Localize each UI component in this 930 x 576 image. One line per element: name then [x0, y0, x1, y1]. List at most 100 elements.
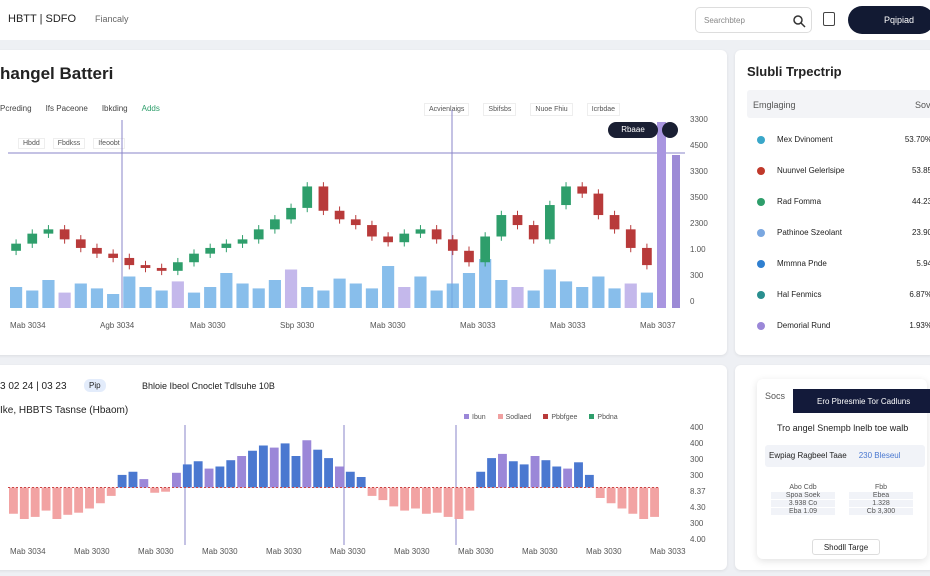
volume-bar — [204, 287, 217, 308]
tooltip: Rbaae — [621, 125, 645, 134]
doc-icon[interactable] — [823, 12, 835, 26]
candle-body — [334, 210, 345, 220]
volume-bar — [559, 281, 573, 308]
volume-bar — [42, 280, 55, 308]
histogram-bar — [41, 487, 51, 511]
legend-label: Sodlaed — [505, 414, 532, 421]
histogram-bar — [367, 487, 377, 496]
watchlist-panel: Slubli Trpectrip Emglaging Sov Mex Dvino… — [735, 50, 930, 355]
x-tick-label: Mab 3030 — [138, 547, 174, 556]
watchlist-row[interactable]: Pathinoe Szeolant 23.90 — [757, 227, 930, 241]
y-tick-label: 400 — [690, 439, 704, 448]
y-tick-label: 3300 — [690, 115, 708, 124]
x-tick-label: Mab 3030 — [202, 547, 238, 556]
volume-bar — [365, 288, 379, 308]
histogram-bar — [139, 479, 149, 488]
candle-body — [124, 257, 135, 266]
mini-box: Abo Cdb Spoa Soek 3.938 Co Eba 1.09 — [771, 483, 835, 531]
histogram-bar — [335, 466, 344, 488]
col-value: Sov — [915, 100, 930, 110]
volume-bar — [624, 283, 637, 308]
volume-bar — [252, 288, 265, 308]
tabs: Pcreding Ifs Paceone Ibkding Adds — [0, 98, 174, 116]
mini-text: Cb 3,300 — [849, 508, 913, 515]
candle-body — [302, 186, 313, 208]
candle-body — [286, 207, 296, 220]
histogram-bar — [182, 464, 192, 488]
histogram-bar — [552, 466, 562, 488]
candle-body — [27, 233, 38, 244]
candle-body — [59, 229, 70, 240]
y-tick-label: 4.30 — [690, 503, 706, 512]
volume-bar — [58, 292, 71, 308]
candle-body — [642, 247, 652, 266]
histogram-bar — [563, 468, 573, 488]
row-name: Hal Fenmics — [777, 290, 822, 299]
candle-body — [237, 239, 248, 244]
watchlist-row[interactable]: Demorial Rund 1.93% — [757, 320, 930, 334]
control[interactable]: Nuoe Fhiu — [530, 103, 573, 116]
histogram-bar — [106, 487, 116, 496]
histogram-bar — [63, 487, 73, 515]
watchlist-row[interactable]: Nuunvel Gelerlsipe 53.85 — [757, 165, 930, 179]
volume-bar — [382, 266, 395, 308]
legend-label: Pbdna — [597, 414, 618, 421]
control[interactable]: Icrbdae — [586, 103, 621, 116]
x-tick-label: Mab 3030 — [266, 547, 302, 556]
y-tick-label: 2300 — [690, 219, 708, 228]
histogram-bar — [584, 474, 594, 488]
x-tick-label: Sbp 3030 — [280, 321, 315, 330]
x-tick-label: Mab 3033 — [650, 547, 686, 556]
watchlist-row[interactable]: Mmmna Pnde 5.94 — [757, 258, 930, 272]
watchlist-header: Emglaging Sov — [747, 90, 930, 118]
histogram-bar — [498, 453, 507, 488]
histogram-bar — [128, 471, 138, 488]
candle-body — [496, 215, 507, 237]
candle-body — [318, 186, 329, 211]
row-icon — [757, 229, 765, 237]
candle-body — [189, 253, 199, 263]
candle-body — [512, 215, 523, 226]
candle-body — [108, 253, 118, 258]
row-name: Mex Dvinoment — [777, 135, 833, 144]
y-tick-label: 4.00 — [690, 535, 706, 544]
volume-bar — [155, 290, 168, 308]
watchlist-row[interactable]: Hal Fenmics 6.87% — [757, 289, 930, 303]
histogram-bar — [421, 487, 431, 514]
candle-body — [367, 225, 377, 237]
tab[interactable]: Ifs Paceone — [45, 104, 88, 113]
histogram-bar — [650, 487, 659, 517]
primary-button[interactable]: Pqipiad — [848, 6, 930, 34]
control[interactable]: Acvienlaigs — [424, 103, 470, 116]
histogram-bar — [85, 487, 94, 509]
promo-button[interactable]: Shodll Targe — [812, 539, 880, 555]
y-tick-label: 3300 — [690, 167, 708, 176]
control[interactable]: Sbifsbs — [483, 103, 517, 116]
search-box[interactable]: Searchbtep — [695, 7, 812, 33]
legend-swatch — [497, 414, 503, 419]
x-tick-label: Mab 3033 — [460, 321, 496, 330]
y-tick-label: 300 — [690, 519, 704, 528]
y-tick-label: 300 — [690, 271, 704, 280]
y-tick-label: 3500 — [690, 193, 708, 202]
histogram-bar — [454, 487, 464, 519]
histogram-bar — [215, 466, 225, 488]
candle-body — [156, 267, 167, 271]
watchlist-row[interactable]: Rad Fomma 44.23 — [757, 196, 930, 210]
histogram-bar — [617, 487, 627, 509]
tab[interactable]: Ibkding — [101, 104, 128, 113]
tab[interactable]: Adds — [141, 104, 160, 113]
volume-bar — [398, 287, 411, 308]
tab[interactable]: Pcreding — [0, 104, 32, 113]
row-icon — [757, 136, 765, 144]
histogram-bar — [378, 487, 388, 501]
volume-bar — [107, 294, 120, 308]
x-tick-label: Mab 3030 — [370, 321, 406, 330]
candle-body — [464, 250, 474, 263]
button-label: Pqipiad — [884, 15, 915, 25]
watchlist-row[interactable]: Mex Dvinoment 53.70% — [757, 134, 930, 148]
breadcrumb: HBTT | SDFO — [8, 13, 77, 25]
volume-bar — [171, 281, 184, 308]
legend-item: Ifeoobt — [93, 138, 125, 149]
